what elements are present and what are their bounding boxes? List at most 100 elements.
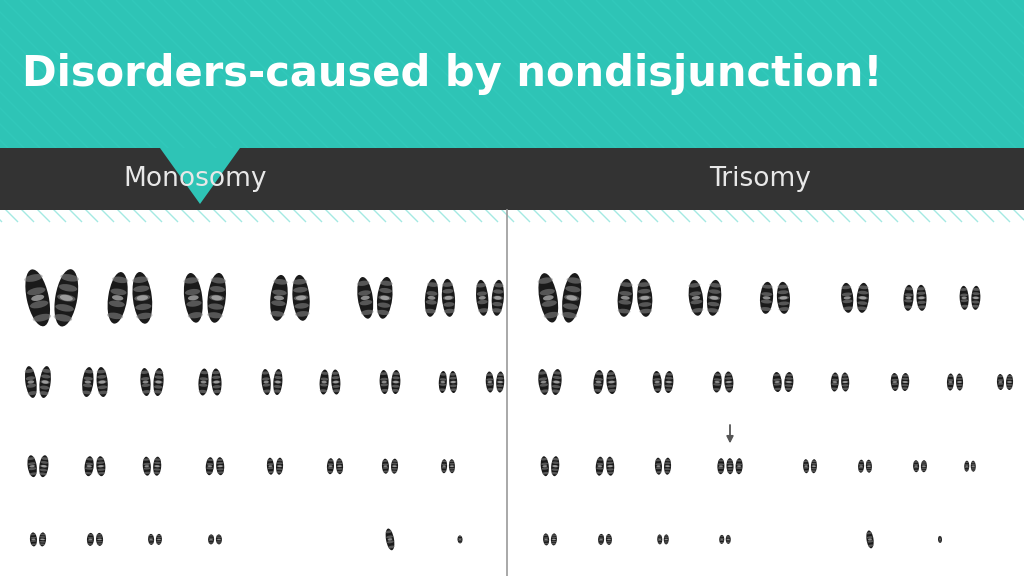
Ellipse shape — [562, 312, 577, 319]
Ellipse shape — [947, 383, 953, 385]
Ellipse shape — [96, 536, 102, 538]
Ellipse shape — [148, 543, 154, 544]
Ellipse shape — [83, 384, 92, 387]
Ellipse shape — [55, 304, 74, 312]
Ellipse shape — [552, 385, 560, 388]
Ellipse shape — [598, 543, 603, 544]
Ellipse shape — [843, 381, 848, 383]
Ellipse shape — [33, 314, 51, 321]
Ellipse shape — [552, 468, 558, 471]
Ellipse shape — [597, 458, 604, 461]
Ellipse shape — [157, 539, 161, 540]
Ellipse shape — [831, 383, 838, 385]
Ellipse shape — [596, 472, 603, 474]
Ellipse shape — [487, 381, 493, 383]
Ellipse shape — [784, 384, 793, 386]
Ellipse shape — [913, 469, 919, 471]
Ellipse shape — [208, 273, 226, 323]
Ellipse shape — [913, 467, 919, 468]
Ellipse shape — [607, 381, 615, 384]
Ellipse shape — [902, 381, 908, 383]
Ellipse shape — [498, 381, 503, 383]
Ellipse shape — [947, 387, 953, 389]
Ellipse shape — [497, 384, 504, 387]
Ellipse shape — [41, 457, 48, 460]
Ellipse shape — [811, 470, 816, 472]
Ellipse shape — [209, 542, 214, 544]
Ellipse shape — [477, 291, 487, 296]
Ellipse shape — [199, 384, 208, 387]
Ellipse shape — [273, 279, 288, 285]
Ellipse shape — [209, 539, 213, 540]
Ellipse shape — [918, 305, 926, 309]
Ellipse shape — [596, 457, 604, 476]
Ellipse shape — [921, 460, 927, 472]
Ellipse shape — [971, 461, 976, 472]
Ellipse shape — [31, 543, 37, 545]
Ellipse shape — [539, 369, 549, 395]
Ellipse shape — [948, 381, 952, 383]
Ellipse shape — [803, 460, 808, 462]
Ellipse shape — [956, 373, 963, 391]
Ellipse shape — [777, 285, 788, 289]
Ellipse shape — [544, 535, 548, 536]
Ellipse shape — [843, 300, 853, 303]
Ellipse shape — [208, 465, 212, 467]
Ellipse shape — [666, 465, 670, 467]
Ellipse shape — [216, 535, 221, 536]
Ellipse shape — [270, 275, 288, 321]
Ellipse shape — [913, 460, 920, 472]
Ellipse shape — [841, 286, 851, 289]
Ellipse shape — [439, 383, 446, 386]
Ellipse shape — [272, 290, 287, 295]
Ellipse shape — [554, 381, 559, 384]
Ellipse shape — [87, 543, 93, 545]
Ellipse shape — [811, 468, 816, 469]
Ellipse shape — [206, 467, 213, 469]
Ellipse shape — [337, 465, 342, 467]
Ellipse shape — [938, 536, 942, 543]
Ellipse shape — [261, 369, 270, 395]
Ellipse shape — [57, 294, 76, 302]
Ellipse shape — [85, 472, 92, 475]
Ellipse shape — [450, 470, 455, 472]
Ellipse shape — [261, 372, 269, 374]
Ellipse shape — [966, 465, 969, 467]
Ellipse shape — [804, 470, 809, 472]
Ellipse shape — [439, 388, 445, 391]
Ellipse shape — [596, 467, 603, 469]
Ellipse shape — [606, 372, 615, 375]
Ellipse shape — [497, 381, 504, 383]
Ellipse shape — [868, 544, 873, 547]
Ellipse shape — [273, 385, 282, 388]
Ellipse shape — [736, 471, 741, 473]
Ellipse shape — [391, 471, 397, 472]
Ellipse shape — [707, 280, 721, 316]
Ellipse shape — [763, 296, 770, 300]
Ellipse shape — [665, 465, 671, 467]
Ellipse shape — [599, 539, 603, 540]
Ellipse shape — [971, 465, 976, 467]
Ellipse shape — [142, 457, 151, 476]
Ellipse shape — [25, 369, 34, 373]
Ellipse shape — [918, 296, 926, 300]
Ellipse shape — [328, 460, 334, 461]
Ellipse shape — [96, 533, 103, 546]
Ellipse shape — [538, 278, 553, 284]
Ellipse shape — [450, 371, 458, 393]
Ellipse shape — [337, 471, 343, 473]
Ellipse shape — [617, 279, 633, 317]
Ellipse shape — [833, 381, 838, 383]
Ellipse shape — [727, 460, 733, 461]
Ellipse shape — [141, 377, 150, 381]
Ellipse shape — [97, 380, 106, 384]
Ellipse shape — [812, 460, 817, 462]
Ellipse shape — [962, 297, 967, 299]
Ellipse shape — [858, 470, 863, 472]
Ellipse shape — [380, 372, 387, 375]
Ellipse shape — [971, 468, 976, 469]
Ellipse shape — [947, 373, 954, 391]
Ellipse shape — [655, 458, 662, 475]
Ellipse shape — [710, 296, 718, 300]
Ellipse shape — [784, 388, 793, 390]
